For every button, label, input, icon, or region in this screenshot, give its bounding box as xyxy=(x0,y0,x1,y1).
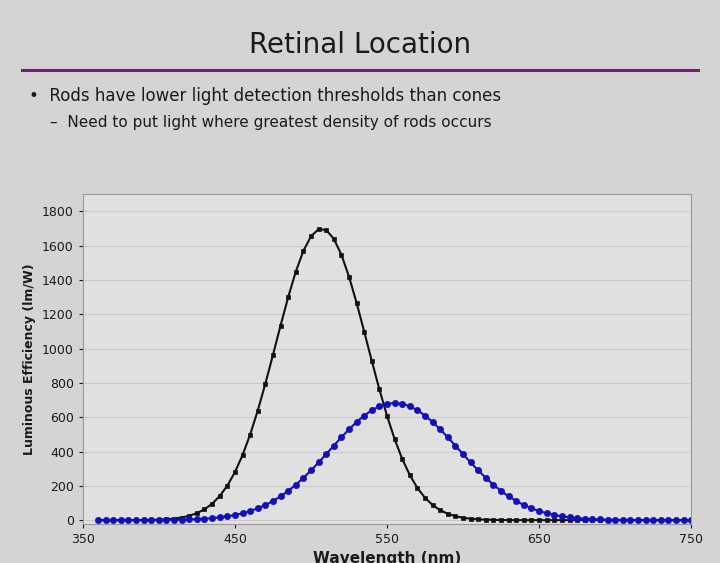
Text: •  Rods have lower light detection thresholds than cones: • Rods have lower light detection thresh… xyxy=(29,87,501,105)
X-axis label: Wavelength (nm): Wavelength (nm) xyxy=(313,551,461,563)
Text: –  Need to put light where greatest density of rods occurs: – Need to put light where greatest densi… xyxy=(50,115,492,131)
Y-axis label: Luminous Efficiency (lm/W): Luminous Efficiency (lm/W) xyxy=(23,263,36,455)
Text: Retinal Location: Retinal Location xyxy=(249,31,471,59)
